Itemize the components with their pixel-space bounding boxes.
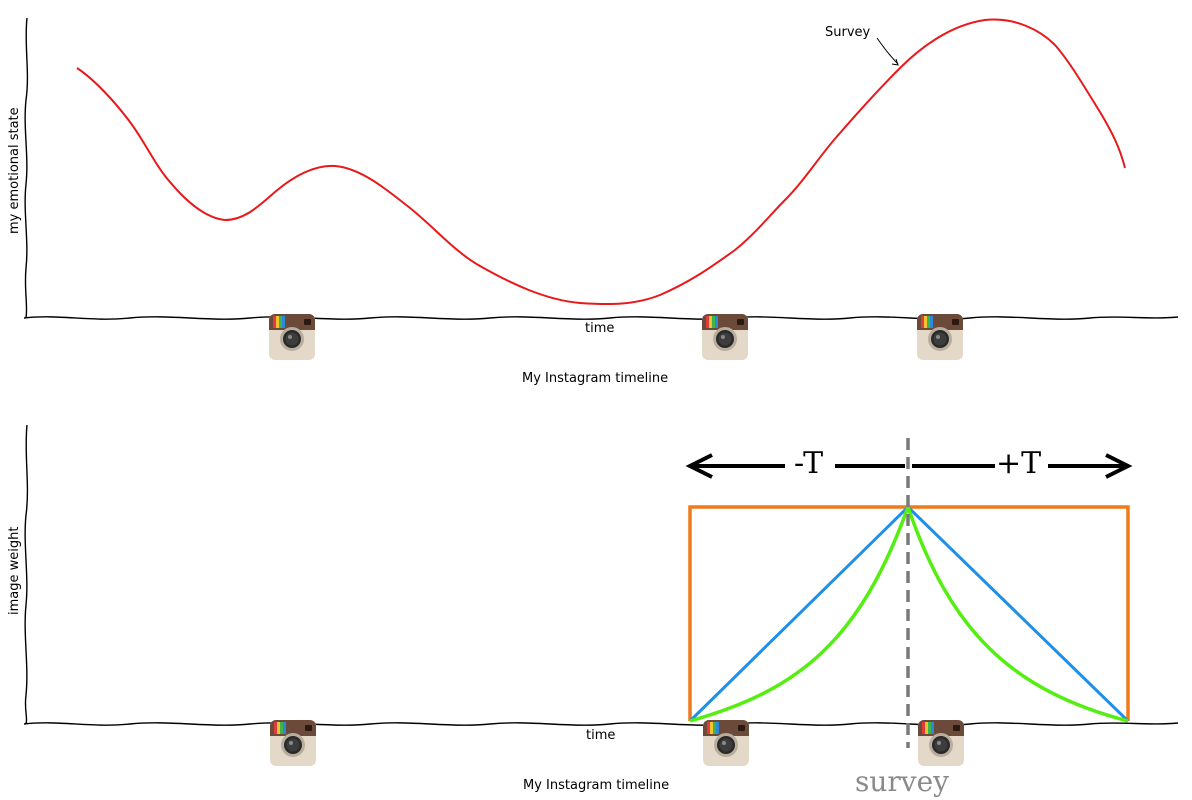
survey-annotation: Survey bbox=[825, 25, 871, 40]
bottom-panel: -T +T image weight time My Instagram tim… bbox=[7, 424, 1179, 798]
top-y-axis-label: my emotional state bbox=[7, 107, 22, 234]
bottom-x-axis bbox=[23, 722, 1179, 726]
top-caption: My Instagram timeline bbox=[522, 371, 668, 386]
instagram-icon bbox=[702, 314, 748, 360]
bottom-caption: My Instagram timeline bbox=[523, 778, 669, 793]
survey-label: survey bbox=[855, 765, 949, 798]
instagram-icon bbox=[917, 314, 963, 360]
minus-t-label: -T bbox=[794, 446, 823, 481]
top-panel: Survey my emotional state time My Instag… bbox=[7, 17, 1179, 386]
bottom-y-axis-label: image weight bbox=[7, 527, 22, 615]
bottom-x-axis-label: time bbox=[586, 728, 615, 743]
top-y-axis bbox=[24, 17, 29, 319]
instagram-icon bbox=[270, 720, 316, 766]
instagram-icon bbox=[918, 720, 964, 766]
top-x-axis-label: time bbox=[585, 321, 614, 336]
plus-t-label: +T bbox=[996, 446, 1041, 481]
plus-t-arrowhead bbox=[1105, 453, 1133, 479]
instagram-icon bbox=[269, 314, 315, 360]
bottom-y-axis bbox=[24, 424, 29, 725]
instagram-icon bbox=[703, 720, 749, 766]
minus-t-arrowhead bbox=[685, 453, 713, 479]
top-x-axis bbox=[23, 316, 1179, 320]
survey-annotation-arrow bbox=[876, 37, 899, 65]
emotional-state-curve bbox=[76, 18, 1126, 306]
